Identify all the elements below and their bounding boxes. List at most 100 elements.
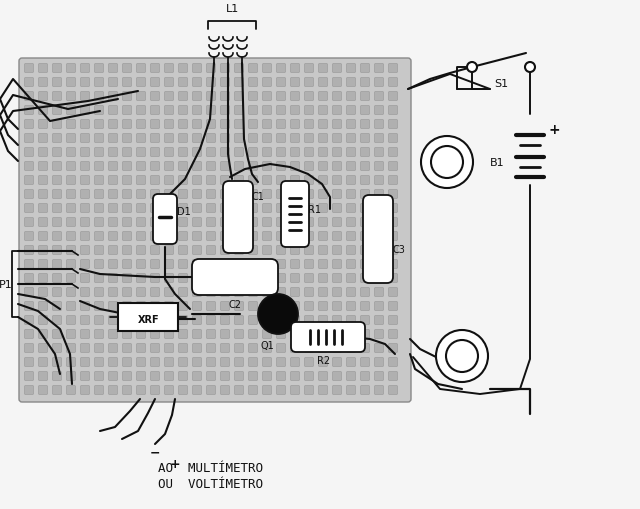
FancyBboxPatch shape bbox=[248, 246, 257, 255]
FancyBboxPatch shape bbox=[276, 344, 285, 353]
FancyBboxPatch shape bbox=[109, 190, 118, 199]
FancyBboxPatch shape bbox=[360, 204, 369, 213]
FancyBboxPatch shape bbox=[319, 372, 328, 381]
FancyBboxPatch shape bbox=[319, 190, 328, 199]
FancyBboxPatch shape bbox=[248, 120, 257, 129]
FancyBboxPatch shape bbox=[374, 232, 383, 241]
FancyBboxPatch shape bbox=[221, 78, 230, 88]
FancyBboxPatch shape bbox=[333, 148, 342, 157]
FancyBboxPatch shape bbox=[95, 190, 104, 199]
FancyBboxPatch shape bbox=[346, 330, 355, 339]
FancyBboxPatch shape bbox=[52, 344, 61, 353]
FancyBboxPatch shape bbox=[276, 372, 285, 381]
FancyBboxPatch shape bbox=[333, 260, 342, 269]
FancyBboxPatch shape bbox=[374, 330, 383, 339]
FancyBboxPatch shape bbox=[207, 344, 216, 353]
FancyBboxPatch shape bbox=[38, 92, 47, 101]
FancyBboxPatch shape bbox=[81, 64, 90, 73]
FancyBboxPatch shape bbox=[248, 302, 257, 311]
FancyBboxPatch shape bbox=[234, 316, 243, 325]
FancyBboxPatch shape bbox=[52, 190, 61, 199]
FancyBboxPatch shape bbox=[67, 232, 76, 241]
FancyBboxPatch shape bbox=[360, 190, 369, 199]
FancyBboxPatch shape bbox=[291, 92, 300, 101]
FancyBboxPatch shape bbox=[38, 204, 47, 213]
FancyBboxPatch shape bbox=[52, 386, 61, 394]
FancyBboxPatch shape bbox=[374, 344, 383, 353]
FancyBboxPatch shape bbox=[136, 176, 145, 185]
FancyBboxPatch shape bbox=[291, 260, 300, 269]
FancyBboxPatch shape bbox=[234, 260, 243, 269]
FancyBboxPatch shape bbox=[67, 260, 76, 269]
FancyBboxPatch shape bbox=[164, 260, 173, 269]
FancyBboxPatch shape bbox=[150, 78, 159, 88]
FancyBboxPatch shape bbox=[262, 190, 271, 199]
FancyBboxPatch shape bbox=[38, 190, 47, 199]
FancyBboxPatch shape bbox=[164, 162, 173, 171]
FancyBboxPatch shape bbox=[164, 134, 173, 143]
FancyBboxPatch shape bbox=[388, 148, 397, 157]
Text: B1: B1 bbox=[490, 158, 504, 167]
FancyBboxPatch shape bbox=[305, 232, 314, 241]
FancyBboxPatch shape bbox=[24, 260, 33, 269]
FancyBboxPatch shape bbox=[95, 330, 104, 339]
FancyBboxPatch shape bbox=[24, 78, 33, 88]
FancyBboxPatch shape bbox=[291, 218, 300, 227]
FancyBboxPatch shape bbox=[193, 218, 202, 227]
FancyBboxPatch shape bbox=[388, 120, 397, 129]
FancyBboxPatch shape bbox=[360, 148, 369, 157]
FancyBboxPatch shape bbox=[81, 92, 90, 101]
FancyBboxPatch shape bbox=[193, 64, 202, 73]
FancyBboxPatch shape bbox=[333, 246, 342, 255]
FancyBboxPatch shape bbox=[52, 176, 61, 185]
FancyBboxPatch shape bbox=[360, 302, 369, 311]
FancyBboxPatch shape bbox=[38, 260, 47, 269]
FancyBboxPatch shape bbox=[276, 330, 285, 339]
FancyBboxPatch shape bbox=[109, 64, 118, 73]
FancyBboxPatch shape bbox=[374, 134, 383, 143]
FancyBboxPatch shape bbox=[234, 78, 243, 88]
FancyBboxPatch shape bbox=[262, 274, 271, 283]
FancyBboxPatch shape bbox=[179, 344, 188, 353]
FancyBboxPatch shape bbox=[262, 316, 271, 325]
FancyBboxPatch shape bbox=[95, 274, 104, 283]
FancyBboxPatch shape bbox=[207, 134, 216, 143]
FancyBboxPatch shape bbox=[150, 148, 159, 157]
FancyBboxPatch shape bbox=[234, 246, 243, 255]
FancyBboxPatch shape bbox=[136, 120, 145, 129]
FancyBboxPatch shape bbox=[67, 316, 76, 325]
FancyBboxPatch shape bbox=[319, 78, 328, 88]
FancyBboxPatch shape bbox=[221, 386, 230, 394]
FancyBboxPatch shape bbox=[164, 316, 173, 325]
FancyBboxPatch shape bbox=[221, 274, 230, 283]
FancyBboxPatch shape bbox=[122, 358, 131, 367]
FancyBboxPatch shape bbox=[109, 316, 118, 325]
FancyBboxPatch shape bbox=[52, 134, 61, 143]
FancyBboxPatch shape bbox=[360, 78, 369, 88]
FancyBboxPatch shape bbox=[305, 92, 314, 101]
FancyBboxPatch shape bbox=[38, 120, 47, 129]
FancyBboxPatch shape bbox=[346, 64, 355, 73]
FancyBboxPatch shape bbox=[67, 330, 76, 339]
FancyBboxPatch shape bbox=[333, 190, 342, 199]
FancyBboxPatch shape bbox=[374, 106, 383, 115]
Text: S1: S1 bbox=[494, 79, 508, 89]
FancyBboxPatch shape bbox=[136, 218, 145, 227]
FancyBboxPatch shape bbox=[179, 372, 188, 381]
FancyBboxPatch shape bbox=[248, 78, 257, 88]
FancyBboxPatch shape bbox=[109, 260, 118, 269]
FancyBboxPatch shape bbox=[24, 148, 33, 157]
FancyBboxPatch shape bbox=[248, 190, 257, 199]
FancyBboxPatch shape bbox=[388, 64, 397, 73]
FancyBboxPatch shape bbox=[52, 204, 61, 213]
FancyBboxPatch shape bbox=[95, 386, 104, 394]
FancyBboxPatch shape bbox=[221, 64, 230, 73]
FancyBboxPatch shape bbox=[136, 344, 145, 353]
FancyBboxPatch shape bbox=[305, 134, 314, 143]
FancyBboxPatch shape bbox=[179, 316, 188, 325]
FancyBboxPatch shape bbox=[291, 330, 300, 339]
FancyBboxPatch shape bbox=[248, 92, 257, 101]
FancyBboxPatch shape bbox=[319, 148, 328, 157]
FancyBboxPatch shape bbox=[234, 386, 243, 394]
FancyBboxPatch shape bbox=[221, 92, 230, 101]
